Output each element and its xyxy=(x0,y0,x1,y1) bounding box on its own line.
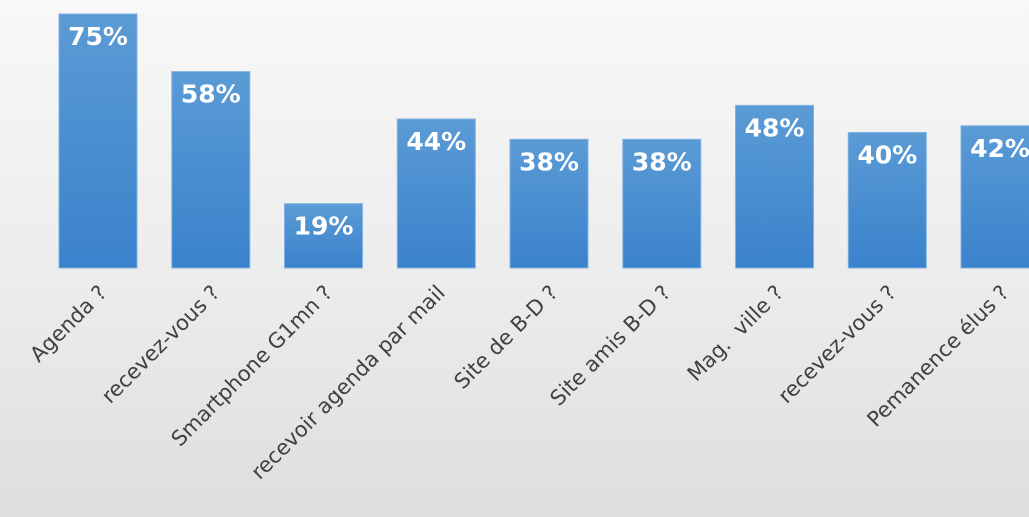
category-label-7: recevez-vous ? xyxy=(773,281,900,408)
value-label-0: 75% xyxy=(68,22,128,51)
value-label-3: 44% xyxy=(406,127,466,156)
category-label-1: recevez-vous ? xyxy=(97,281,224,408)
bars-group xyxy=(58,13,1029,269)
value-label-1: 58% xyxy=(181,80,241,109)
bar-6 xyxy=(735,104,814,269)
value-labels-group: 75% 58% 19% 44% 38% 38% 48% 40% 42% xyxy=(68,22,1029,241)
category-labels-group: Agenda ?recevez-vous ?Smartphone G1mn ?r… xyxy=(25,281,1013,485)
value-label-2: 19% xyxy=(294,212,354,241)
bar-7 xyxy=(847,132,927,269)
bar-0 xyxy=(58,13,138,269)
value-label-8: 42% xyxy=(970,134,1029,163)
category-label-6: Mag. ville ? xyxy=(683,281,788,386)
category-label-4: Site de B-D ? xyxy=(449,281,562,394)
value-label-7: 40% xyxy=(857,141,917,170)
value-label-6: 48% xyxy=(745,113,805,142)
bar-1 xyxy=(171,71,251,269)
bar-3 xyxy=(396,118,476,269)
bar-2 xyxy=(284,203,363,269)
category-label-0: Agenda ? xyxy=(25,281,111,367)
bar-4 xyxy=(509,138,589,269)
category-label-5: Site amis B-D ? xyxy=(545,281,675,411)
value-label-5: 38% xyxy=(632,147,692,176)
bar-5 xyxy=(622,138,702,269)
bar-8 xyxy=(960,125,1029,269)
category-label-3: recevoir agenda par mail xyxy=(246,281,450,485)
value-label-4: 38% xyxy=(519,147,579,176)
